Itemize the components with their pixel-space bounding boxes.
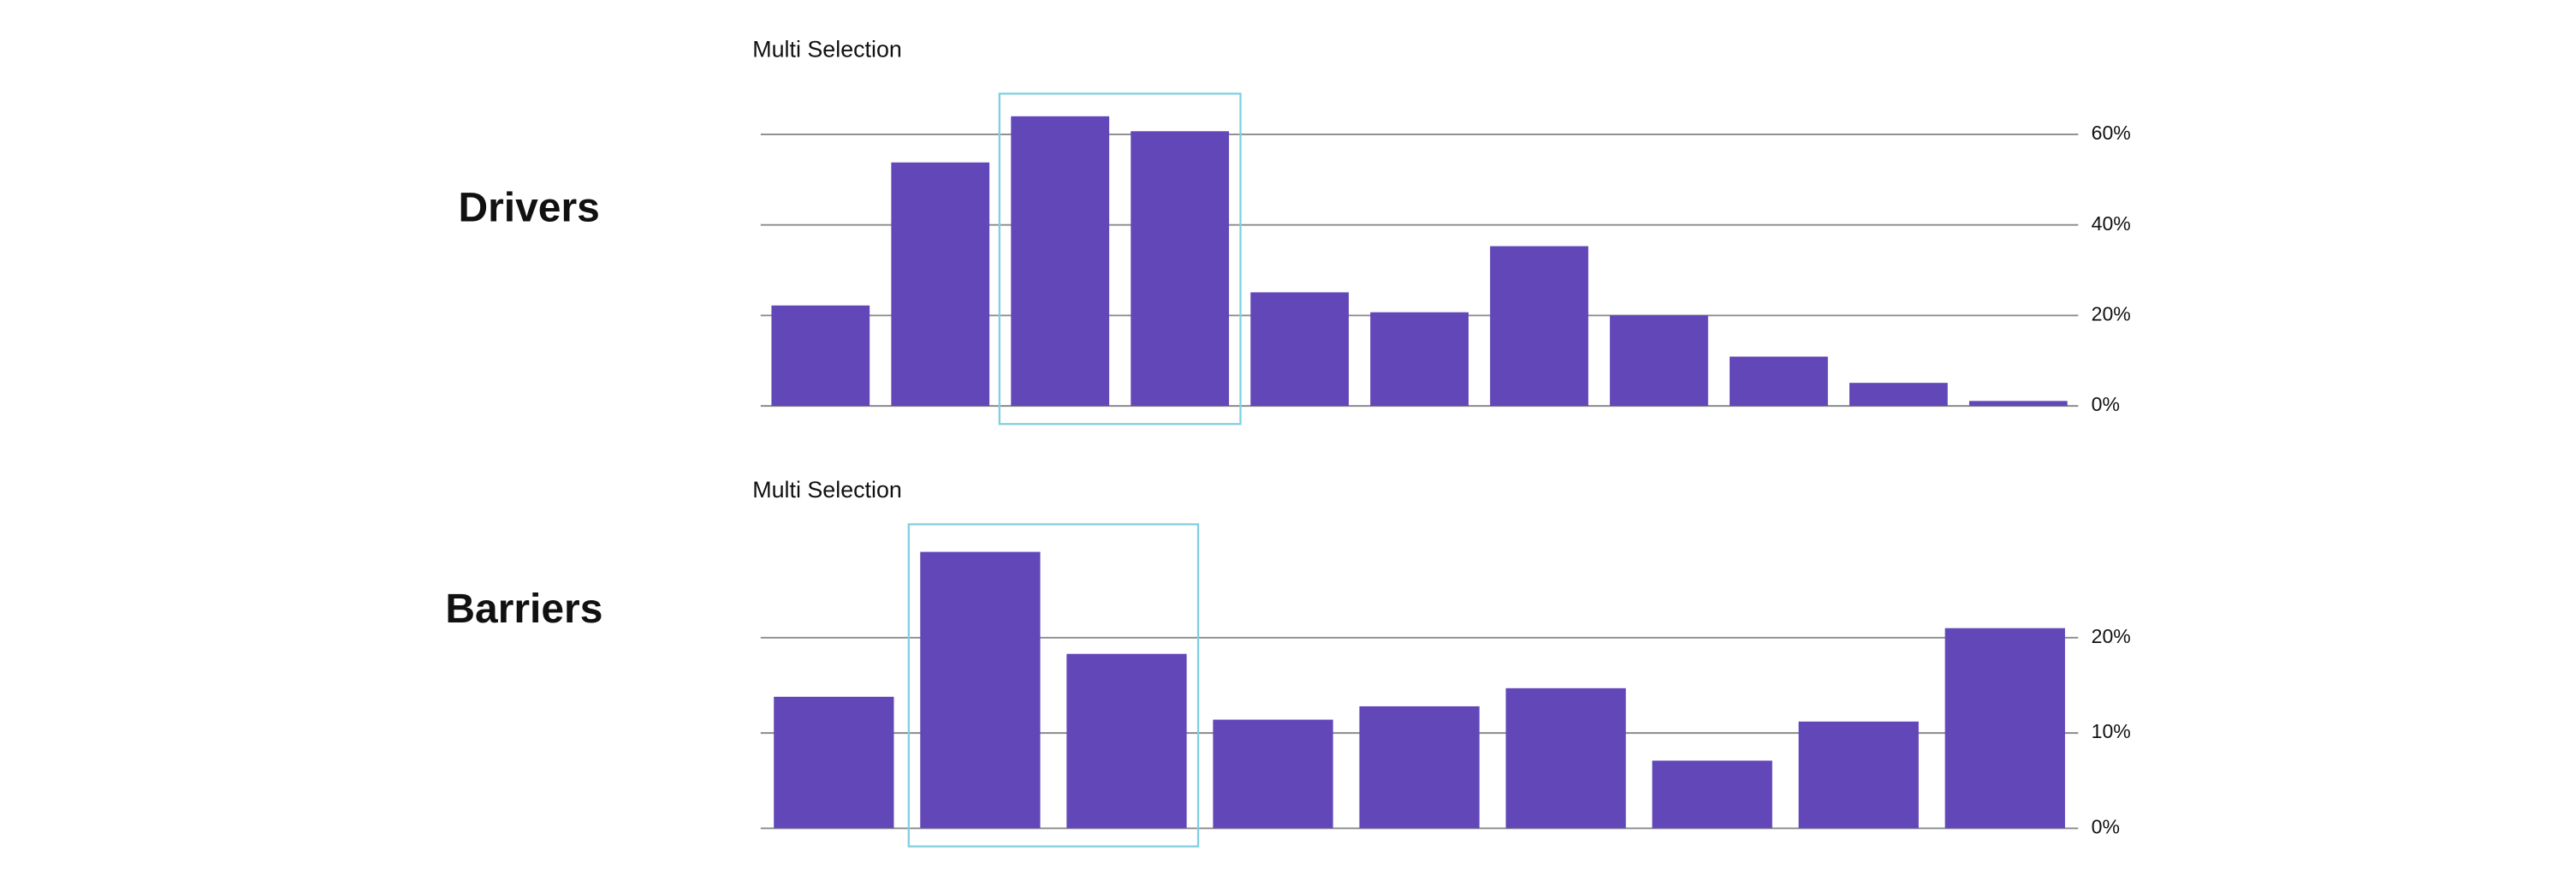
bar [771, 305, 870, 407]
bar [1730, 356, 1828, 407]
y-tick-label: 20% [2092, 625, 2131, 647]
bar [1370, 312, 1469, 407]
y-tick-label: 0% [2092, 816, 2120, 838]
bar [1250, 292, 1349, 407]
y-tick-label: 20% [2092, 302, 2131, 324]
bar [1131, 131, 1230, 407]
section-label: Drivers [458, 185, 599, 230]
bar [1011, 116, 1110, 407]
bar [1066, 653, 1187, 829]
bar [1652, 760, 1772, 829]
y-tick-label: 0% [2092, 393, 2120, 415]
chart-title: Multi Selection [752, 477, 902, 503]
y-tick-label: 10% [2092, 720, 2131, 742]
section-label: Barriers [445, 586, 602, 632]
bar [774, 696, 894, 829]
bar [891, 162, 990, 407]
chart-title: Multi Selection [752, 37, 902, 63]
bar [1968, 401, 2068, 407]
bar [1944, 628, 2065, 829]
selection-box [907, 523, 1200, 848]
selection-box [998, 92, 1242, 426]
bar [1505, 688, 1626, 829]
bar [1359, 705, 1480, 829]
bar [1213, 719, 1333, 829]
y-tick-label: 40% [2092, 212, 2131, 235]
bar [920, 551, 1041, 829]
bar [1610, 315, 1708, 407]
bar [1490, 246, 1588, 407]
bar [1798, 721, 1919, 829]
y-tick-label: 60% [2092, 122, 2131, 144]
bar [1849, 383, 1948, 407]
